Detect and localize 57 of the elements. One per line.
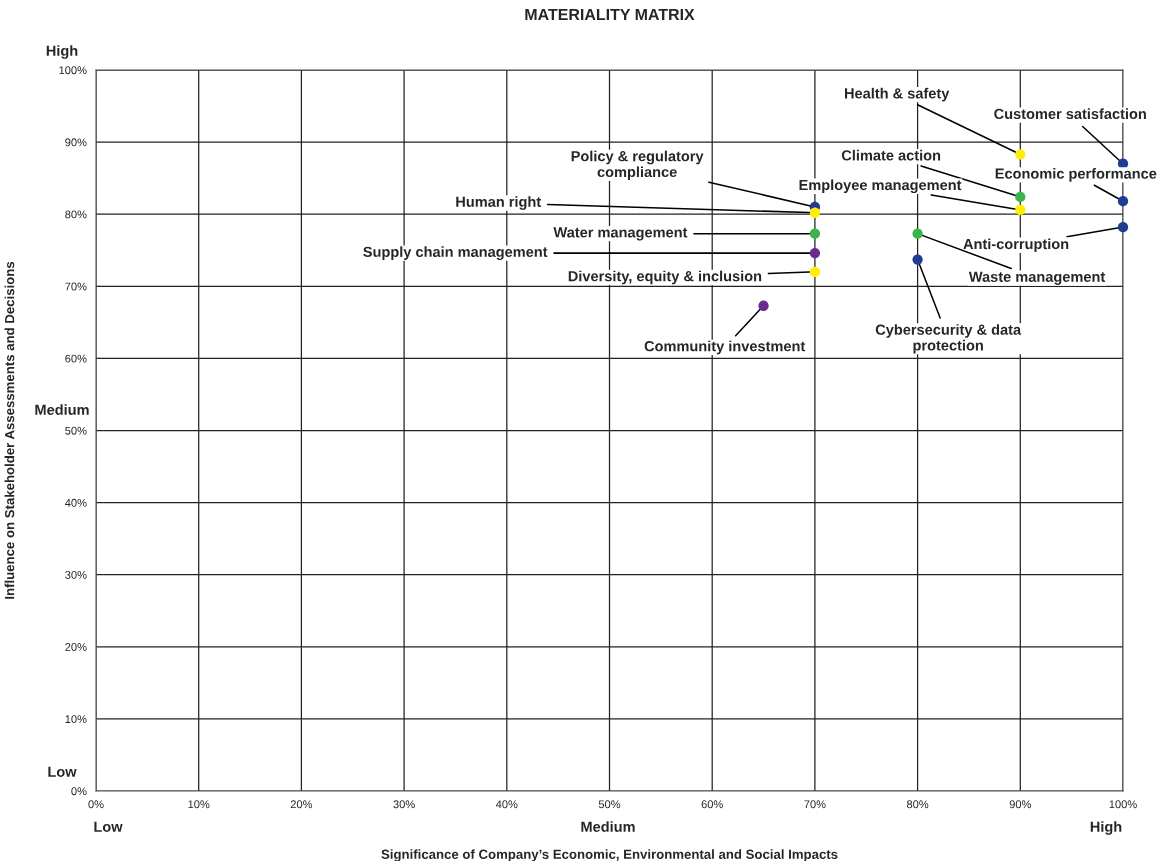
- text: Medium: [581, 821, 635, 832]
- x-tick-label: 90%: [1009, 800, 1032, 809]
- y-tick-label: 80%: [65, 210, 87, 219]
- text: High: [1090, 821, 1122, 835]
- point: [758, 300, 769, 311]
- annotation: Waste management: [968, 271, 1106, 285]
- point: [809, 228, 821, 239]
- annotation: Employee management: [799, 179, 962, 194]
- y-tick-label: 20%: [65, 643, 87, 651]
- point: [912, 254, 923, 265]
- y-tick-label: 60%: [65, 354, 87, 363]
- annotation: Human right: [456, 196, 541, 210]
- annotation: Economic performance: [995, 168, 1157, 182]
- annotation: Diversity, equity & inclusion: [568, 270, 762, 285]
- y-tick-label: 10%: [65, 715, 87, 724]
- chart-title: MATERIALITY MATRIX: [525, 9, 695, 20]
- point: [1117, 222, 1129, 233]
- y-tick-label: 50%: [65, 426, 87, 435]
- x-tick-label: 50%: [598, 800, 621, 809]
- y-tick-label: 30%: [65, 570, 87, 579]
- annotation: Community investment: [644, 340, 806, 355]
- annotation: Water management: [553, 227, 688, 241]
- text: High: [46, 45, 78, 59]
- annotation: Customer satisfaction: [994, 108, 1146, 120]
- y-tick-label: 70%: [65, 282, 87, 291]
- y-axis-title: Influence on Stakeholder Assessments and Decisions: [4, 261, 15, 599]
- annotation: Policy & regulatory compliance: [571, 150, 704, 181]
- x-tick-label: 40%: [495, 800, 518, 809]
- annotation: Cybersecurity & data protection: [875, 324, 1022, 354]
- x-tick-label: 20%: [290, 800, 313, 809]
- point: [912, 228, 923, 239]
- point: [1015, 149, 1026, 160]
- text: Low: [48, 766, 77, 777]
- x-tick-label: 10%: [188, 800, 210, 809]
- point: [1117, 196, 1129, 207]
- y-tick-label: 0%: [71, 787, 87, 796]
- y-tick-label: 90%: [65, 138, 87, 147]
- y-tick-label: 40%: [64, 498, 87, 507]
- y-tick-label: 100%: [59, 66, 87, 75]
- point: [809, 207, 821, 218]
- point: [809, 247, 821, 259]
- annotation: Health & safety: [844, 87, 950, 102]
- x-tick-label: 0%: [88, 800, 104, 809]
- x-axis-title: Significance of Company’s Economic, Environmental and Social Impacts: [381, 849, 838, 861]
- text: Low: [94, 821, 123, 832]
- text: Medium: [35, 404, 89, 415]
- x-tick-label: 60%: [701, 800, 723, 809]
- annotation: Climate action: [841, 149, 941, 161]
- point: [1015, 191, 1026, 203]
- annotation: Anti-corruption: [963, 238, 1069, 253]
- x-tick-label: 80%: [906, 800, 929, 809]
- point: [809, 266, 821, 278]
- x-tick-label: 70%: [804, 800, 826, 809]
- annotation: Supply chain management: [363, 246, 548, 260]
- point: [1015, 204, 1026, 216]
- x-tick-label: 30%: [393, 800, 415, 809]
- x-tick-label: 100%: [1109, 800, 1137, 809]
